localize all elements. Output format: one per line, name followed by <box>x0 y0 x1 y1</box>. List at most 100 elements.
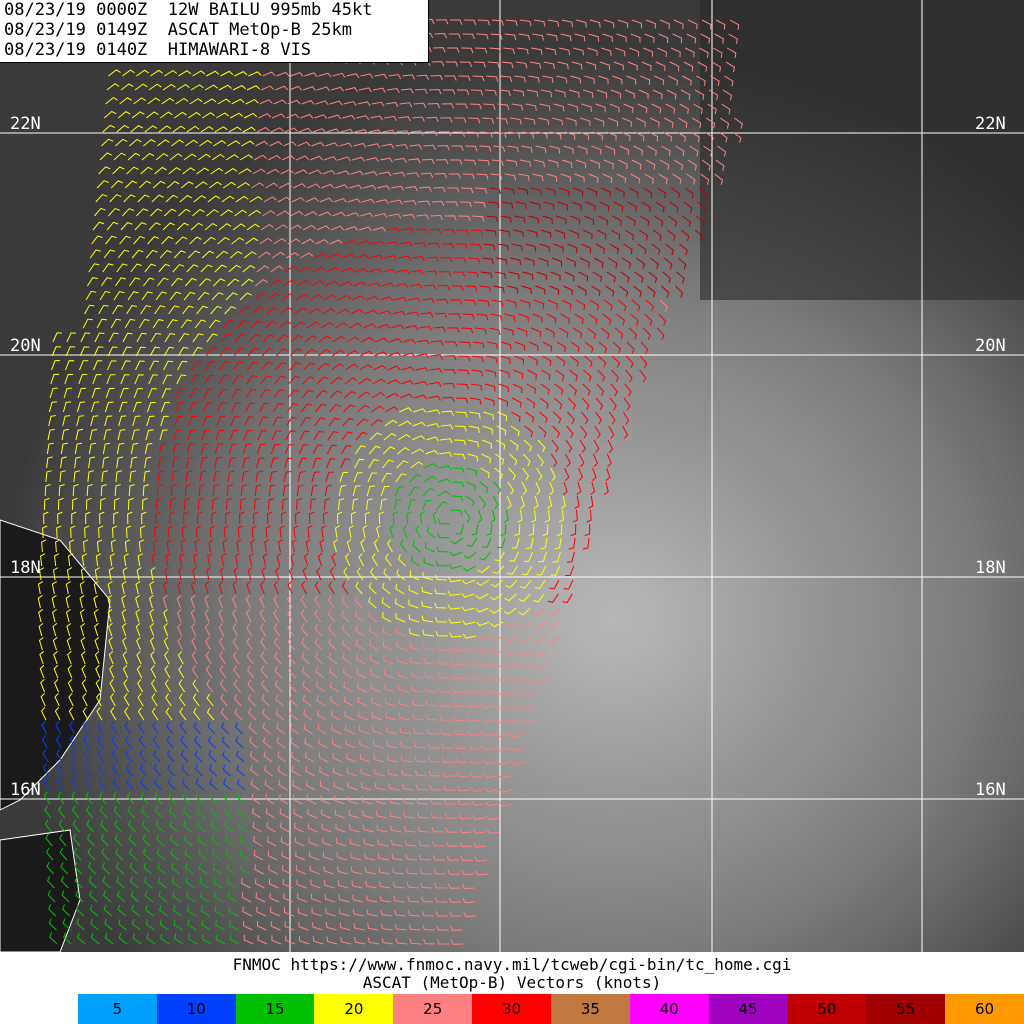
barb <box>104 415 113 427</box>
barb <box>696 215 705 228</box>
barb <box>715 159 725 171</box>
barb <box>139 525 146 539</box>
barb <box>431 200 445 207</box>
barb <box>147 97 161 105</box>
barb <box>304 552 309 567</box>
barb <box>322 851 334 861</box>
barb <box>323 865 334 875</box>
barb <box>593 439 600 453</box>
barb <box>192 333 204 343</box>
barb <box>448 33 461 39</box>
barb <box>85 511 91 525</box>
scale-swatch: 15 <box>235 994 315 1024</box>
barb <box>309 511 315 525</box>
barb <box>118 401 128 413</box>
barb <box>79 360 89 371</box>
barb <box>296 484 304 497</box>
barb <box>439 438 453 444</box>
barb <box>342 653 352 665</box>
barb <box>410 130 424 136</box>
barb <box>598 215 608 226</box>
barb <box>467 716 481 723</box>
barb <box>358 226 373 232</box>
barb <box>177 580 182 595</box>
barb <box>174 402 185 413</box>
barb <box>259 389 271 399</box>
barb <box>684 47 695 58</box>
barb <box>79 608 85 623</box>
barb <box>183 511 189 525</box>
barb <box>442 382 456 389</box>
barb <box>624 383 632 397</box>
barb <box>396 130 410 136</box>
barb <box>381 143 395 149</box>
barb <box>180 735 188 749</box>
barb <box>724 75 734 87</box>
barb <box>697 201 707 214</box>
barb <box>186 891 196 903</box>
barb <box>289 723 299 735</box>
barb <box>540 89 553 98</box>
barb <box>395 473 407 483</box>
barb <box>68 707 75 721</box>
barb <box>156 834 165 847</box>
barb <box>271 935 282 945</box>
barb <box>327 253 342 259</box>
barb <box>522 705 536 711</box>
barb <box>468 425 480 433</box>
barb <box>257 113 272 119</box>
barb <box>521 285 532 294</box>
barb <box>370 567 378 581</box>
barb <box>256 457 265 469</box>
barb <box>248 722 258 735</box>
barb <box>394 923 407 931</box>
barb <box>250 320 263 329</box>
barb <box>134 222 147 231</box>
barb <box>505 579 518 589</box>
barb <box>596 383 605 397</box>
barb <box>381 472 392 483</box>
barb <box>394 909 406 917</box>
barb <box>606 453 612 468</box>
barb <box>295 155 310 161</box>
barb <box>213 278 226 287</box>
barb <box>104 401 114 413</box>
barb <box>288 694 298 707</box>
barb <box>368 611 378 623</box>
barb <box>576 481 582 496</box>
scale-swatch: 35 <box>550 994 630 1024</box>
barb <box>183 291 196 301</box>
barb <box>418 854 432 861</box>
barb <box>644 33 655 43</box>
barb <box>352 894 364 903</box>
barb <box>535 677 549 684</box>
barb <box>511 397 522 408</box>
barb <box>675 145 685 157</box>
barb <box>150 679 158 693</box>
barb <box>447 604 461 610</box>
barb <box>85 290 97 301</box>
barb <box>677 257 687 270</box>
barb <box>712 47 723 58</box>
barb <box>154 777 162 791</box>
barb <box>368 582 377 595</box>
barb <box>45 847 54 861</box>
barb <box>464 509 471 523</box>
barb <box>429 368 443 374</box>
barb <box>246 85 261 91</box>
barb <box>288 375 301 385</box>
barb <box>384 254 398 260</box>
barb <box>61 904 71 917</box>
barb <box>610 89 621 99</box>
barb <box>405 325 419 331</box>
barb <box>420 172 434 178</box>
barb <box>136 208 149 217</box>
barb <box>525 397 536 409</box>
barb <box>255 470 263 483</box>
barb <box>284 457 293 469</box>
barb <box>188 933 198 945</box>
barb <box>206 70 220 77</box>
barb <box>165 721 174 735</box>
barb <box>434 173 448 179</box>
barb <box>649 257 659 270</box>
